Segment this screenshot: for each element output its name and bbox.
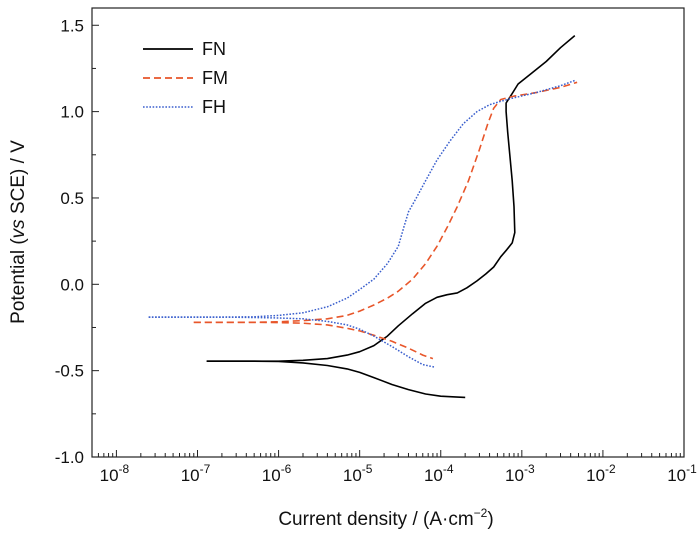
x-tick-label: 10-1 <box>667 462 697 485</box>
x-tick-label: 10-6 <box>262 462 292 485</box>
y-tick-label: -1.0 <box>55 448 84 467</box>
x-tick-label: 10-5 <box>343 462 373 485</box>
x-axis-title: Current density / (A·cm−2) <box>278 506 493 530</box>
series-line-fm-anodic <box>193 81 578 324</box>
y-tick-label: 1.5 <box>60 16 84 35</box>
y-tick-label: 0.5 <box>60 189 84 208</box>
series-line-fh-anodic <box>148 79 576 318</box>
y-axis-title: Potential (vs SCE) / V <box>8 140 29 324</box>
y-tick-label: -0.5 <box>55 362 84 381</box>
x-tick-label: 10-2 <box>586 462 616 485</box>
legend: FN FM FH <box>143 39 228 117</box>
series-line-fn-anodic <box>206 34 576 362</box>
tick-layer: 10-8 10-7 10-6 10-5 10-4 10-3 10-2 10-1 -1.0 -0.5… <box>55 16 697 485</box>
series-line-fm-cathodic <box>193 321 434 360</box>
y-tick-label: 1.0 <box>60 103 84 122</box>
x-tick-label: 10-3 <box>505 462 535 485</box>
series-layer <box>148 34 578 399</box>
plot-frame <box>91 7 685 458</box>
legend-label-fh: FH <box>202 97 226 117</box>
legend-label-fn: FN <box>202 39 226 59</box>
series-line-fn-cathodic <box>206 360 466 399</box>
x-tick-label: 10-7 <box>181 462 211 485</box>
series-line-fh-cathodic <box>148 316 436 368</box>
y-tick-label: 0.0 <box>60 275 84 294</box>
x-tick-label: 10-4 <box>424 462 454 485</box>
legend-label-fm: FM <box>202 68 228 88</box>
x-tick-label: 10-8 <box>100 462 130 485</box>
